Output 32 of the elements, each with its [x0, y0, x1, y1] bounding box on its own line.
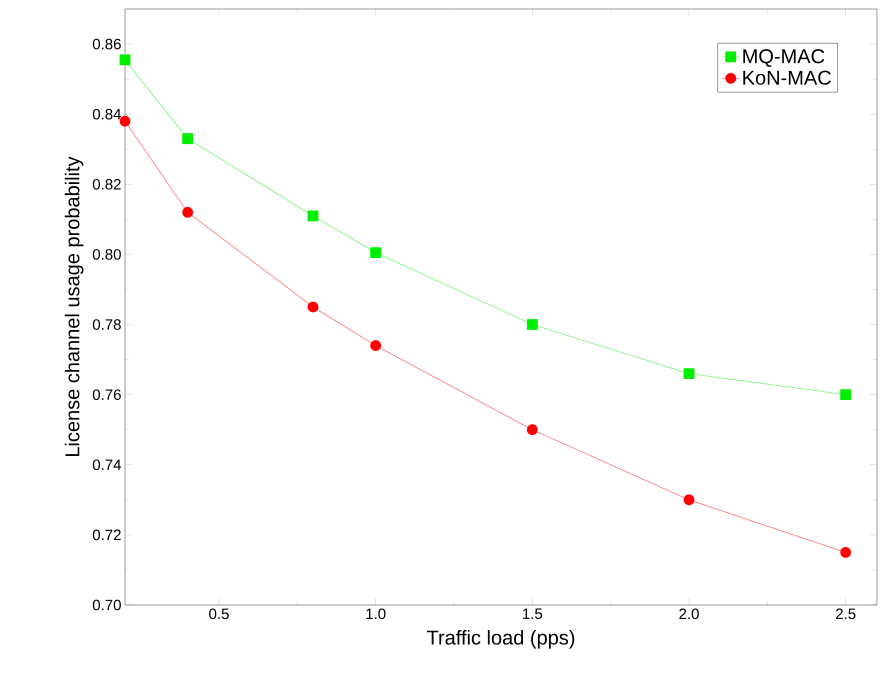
point [684, 494, 694, 506]
x-tick-label: 2.0 [679, 608, 699, 620]
y-tick-label: 0.78 [92, 319, 121, 330]
legend-label: MQ-MAC [743, 49, 824, 67]
point [370, 247, 382, 258]
y-tick-label: 0.76 [92, 389, 121, 400]
x-tick-label: 2.5 [836, 608, 856, 620]
point [182, 133, 194, 144]
legend-label: KoN-MAC [743, 70, 831, 85]
y-tick-label: 0.70 [92, 600, 121, 610]
point [182, 206, 194, 218]
y-tick-label: 0.72 [92, 530, 121, 540]
x-tick-label: 1.5 [523, 608, 542, 619]
y-axis-title: License channel usage probability [64, 156, 84, 456]
x-axis-title: Traffic load (pps) [426, 630, 574, 649]
y-tick-label: 0.84 [92, 108, 122, 120]
point [370, 340, 382, 351]
point [840, 547, 852, 558]
point [526, 424, 538, 436]
point [120, 116, 130, 127]
y-tick-label: 0.86 [92, 38, 121, 50]
point [308, 302, 318, 312]
point [840, 389, 852, 400]
y-tick-label: 0.74 [92, 459, 122, 470]
point [526, 319, 538, 330]
point [120, 54, 130, 66]
x-tick-label: 0.5 [209, 608, 229, 620]
point [308, 210, 318, 222]
point [684, 368, 694, 380]
y-tick-label: 0.80 [92, 249, 121, 260]
x-tick-label: 1.0 [366, 608, 386, 620]
y-tick-label: 0.82 [92, 178, 121, 190]
